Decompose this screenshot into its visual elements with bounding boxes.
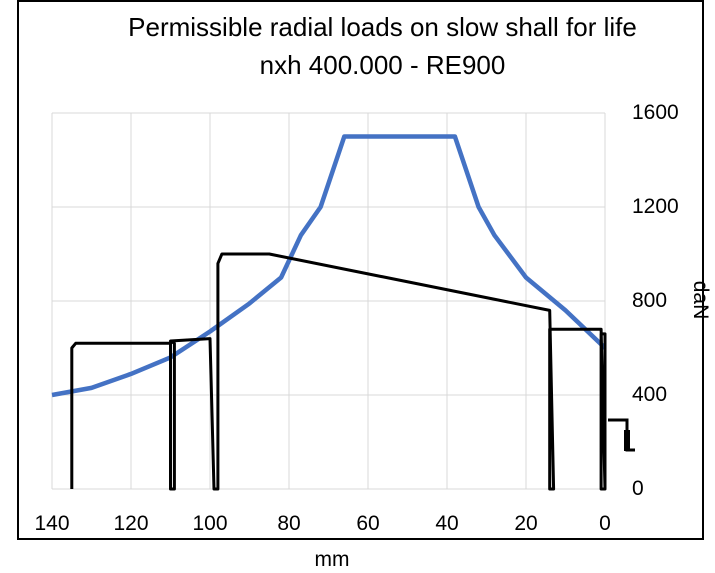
x-tick-label: 100 [192,512,228,535]
x-tick-label: 60 [356,512,380,535]
y-tick-label: 400 [632,383,668,406]
series-line-1 [70,252,607,491]
right-axis-notch [608,418,635,452]
chart-subtitle: nxh 400.000 - RE900 [259,50,506,80]
x-tick-label: 80 [277,512,301,535]
y-tick-label: 0 [632,477,644,500]
x-tick-label: 140 [34,512,70,535]
series-line-0 [51,134,607,398]
y-axis-label: daN [689,280,712,320]
y-tick-label: 800 [632,289,668,312]
x-tick-label: 0 [599,512,611,535]
y-tick-label: 1200 [632,195,679,218]
x-tick-label: 20 [514,512,538,535]
chart-frame [17,0,704,540]
x-axis-label: mm [314,548,350,571]
x-tick-label: 120 [113,512,149,535]
x-tick-label: 40 [435,512,459,535]
chart-title: Permissible radial loads on slow shall f… [128,12,637,42]
y-tick-label: 1600 [632,101,679,124]
